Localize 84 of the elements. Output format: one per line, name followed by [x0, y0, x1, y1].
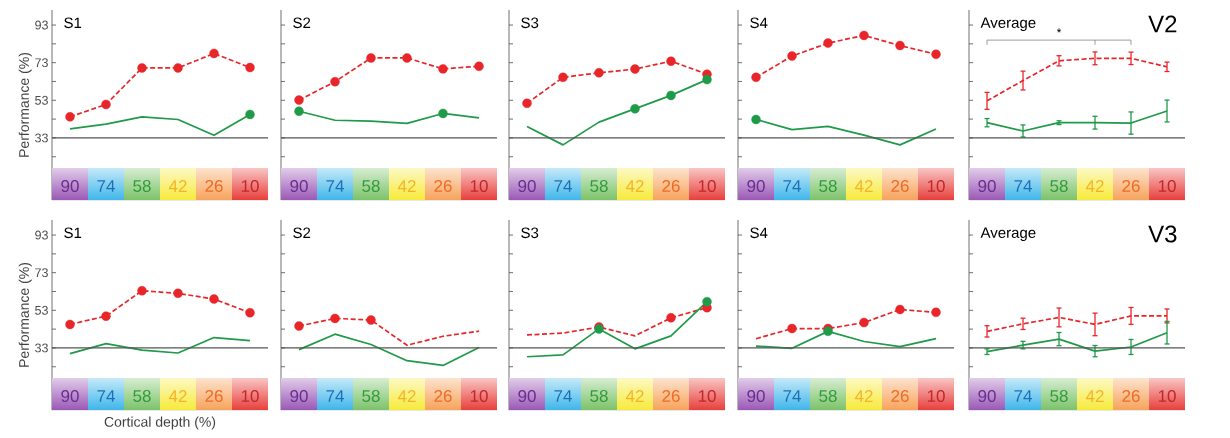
chart-subtitle: V2: [1148, 15, 1177, 33]
y-tick-label: 53: [35, 95, 48, 105]
x-tick-label: 42: [1085, 180, 1104, 192]
x-tick-label: 26: [662, 179, 680, 193]
y-axis-title: Performance (%): [18, 262, 32, 367]
x-tick-label: 10: [927, 389, 945, 403]
chart-title: Average: [980, 17, 1036, 31]
x-tick-label: 42: [625, 390, 644, 402]
x-tick-label: 26: [662, 389, 680, 403]
x-tick-label: 26: [205, 389, 223, 403]
x-tick-label: 58: [819, 389, 837, 403]
y-tick-label: 93: [35, 20, 48, 30]
x-tick-label: 74: [554, 390, 572, 402]
x-tick-label: 74: [783, 180, 801, 192]
x-tick-label: 58: [590, 389, 608, 403]
x-tick-label: 74: [783, 390, 801, 402]
x-tick-label: 90: [747, 179, 765, 193]
x-tick-label: 42: [854, 390, 873, 402]
x-tick-label: 42: [168, 390, 187, 402]
x-tick-label: 42: [1085, 390, 1104, 402]
y-tick-label: 53: [35, 305, 48, 315]
x-tick-label: 58: [1050, 179, 1068, 193]
x-tick-label: 90: [61, 179, 79, 193]
x-tick-label: 74: [1014, 180, 1032, 192]
annotation: *: [1056, 28, 1062, 33]
x-tick-label: 58: [1050, 389, 1068, 403]
chart-title: S2: [293, 17, 311, 29]
x-tick-label: 74: [326, 390, 344, 402]
x-tick-label: 10: [927, 179, 945, 193]
x-tick-label: 10: [698, 389, 716, 403]
chart-title: S2: [293, 227, 311, 239]
y-axis-title: Performance (%): [18, 52, 32, 157]
y-tick-label: 33: [35, 133, 48, 143]
x-tick-label: 42: [168, 180, 187, 192]
y-tick-label: 93: [35, 230, 48, 240]
x-tick-label: 58: [590, 179, 608, 193]
x-tick-label: 26: [434, 389, 452, 403]
chart-title: S1: [64, 227, 82, 239]
chart-title: Average: [980, 227, 1036, 241]
x-tick-label: 26: [891, 389, 909, 403]
x-tick-label: 10: [1158, 179, 1176, 193]
chart-title: S1: [64, 17, 82, 29]
x-tick-label: 58: [133, 179, 151, 193]
chart-subtitle: V3: [1148, 225, 1177, 243]
x-tick-label: 90: [61, 389, 79, 403]
x-tick-label: 26: [1122, 179, 1140, 193]
x-tick-label: 10: [241, 389, 259, 403]
x-tick-label: 42: [854, 180, 873, 192]
x-tick-label: 26: [205, 179, 223, 193]
x-tick-label: 58: [819, 179, 837, 193]
chart-title: S3: [521, 227, 539, 239]
x-tick-label: 10: [1158, 389, 1176, 403]
x-tick-label: 26: [891, 179, 909, 193]
x-tick-label: 74: [554, 180, 572, 192]
x-tick-label: 10: [470, 389, 488, 403]
x-tick-label: 74: [1014, 390, 1032, 402]
x-tick-label: 58: [133, 389, 151, 403]
y-tick-label: 73: [35, 58, 48, 68]
x-tick-label: 26: [1122, 389, 1140, 403]
chart-title: S4: [750, 227, 768, 239]
x-tick-label: 90: [518, 389, 536, 403]
x-tick-label: 90: [290, 179, 308, 193]
x-tick-label: 74: [97, 180, 115, 192]
x-tick-label: 90: [518, 179, 536, 193]
y-tick-label: 73: [35, 268, 48, 278]
x-axis-title: Cortical depth (%): [104, 416, 216, 430]
x-tick-label: 26: [434, 179, 452, 193]
x-tick-label: 74: [97, 390, 115, 402]
y-tick-label: 33: [35, 343, 48, 353]
x-tick-label: 42: [397, 390, 416, 402]
x-tick-label: 90: [978, 389, 996, 403]
x-tick-label: 74: [326, 180, 344, 192]
x-tick-label: 58: [362, 389, 380, 403]
x-tick-label: 90: [290, 389, 308, 403]
chart-title: S4: [750, 17, 768, 29]
x-tick-label: 42: [397, 180, 416, 192]
x-tick-label: 10: [241, 179, 259, 193]
x-tick-label: 58: [362, 179, 380, 193]
x-tick-label: 90: [978, 179, 996, 193]
x-tick-label: 10: [698, 179, 716, 193]
x-tick-label: 10: [470, 179, 488, 193]
chart-title: S3: [521, 17, 539, 29]
x-tick-label: 90: [747, 389, 765, 403]
x-tick-label: 42: [625, 180, 644, 192]
